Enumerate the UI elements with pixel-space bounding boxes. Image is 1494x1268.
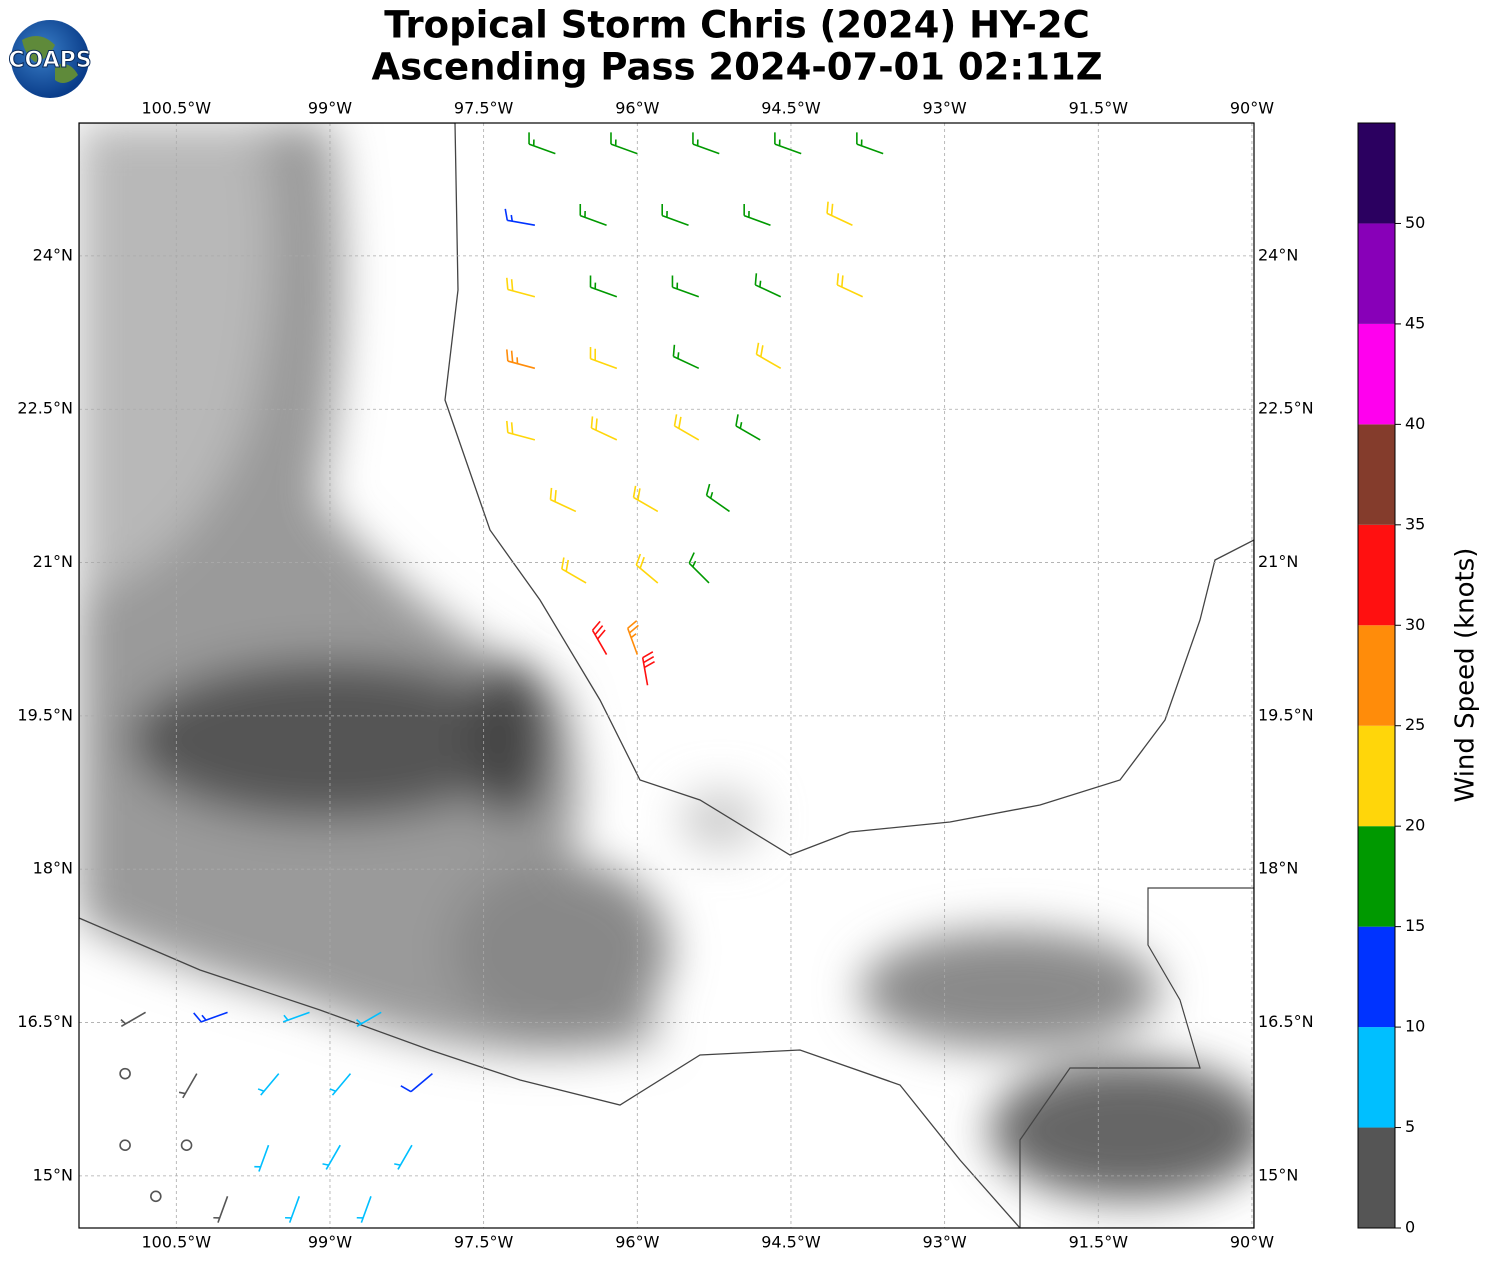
colorbar-tick-label: 35 — [1405, 514, 1425, 533]
x-tick-label: 94.5°W — [761, 99, 821, 118]
y-tick-label: 15°N — [1258, 1165, 1298, 1184]
x-tick-label: 90°W — [1230, 1233, 1274, 1252]
barb-full — [550, 488, 551, 500]
colorbar-segment — [1358, 223, 1395, 323]
y-tick-label: 15°N — [33, 1165, 73, 1184]
barb-full — [507, 421, 508, 433]
logo: COAPS — [8, 20, 91, 98]
barb-full — [507, 349, 508, 361]
colorbar-tick-label: 15 — [1405, 916, 1425, 935]
x-tick-label: 93°W — [923, 1233, 967, 1252]
y-tick-label: 21°N — [33, 552, 73, 571]
colorbar-segment — [1358, 726, 1395, 826]
colorbar-segment — [1358, 1128, 1395, 1228]
colorbar-tick-label: 10 — [1405, 1017, 1425, 1036]
colorbar-tick-label: 20 — [1405, 816, 1425, 835]
y-tick-label: 19.5°N — [17, 705, 73, 724]
title: Tropical Storm Chris (2024) HY-2C — [384, 4, 1090, 47]
barb-full — [507, 278, 508, 290]
x-tick-label: 100.5°W — [142, 1233, 212, 1252]
colorbar-segment — [1358, 1027, 1395, 1127]
x-tick-label: 90°W — [1230, 99, 1274, 118]
x-tick-label: 91.5°W — [1069, 99, 1129, 118]
subtitle: Ascending Pass 2024-07-01 02:11Z — [371, 46, 1102, 89]
barb-full — [837, 273, 838, 285]
y-tick-label: 16.5°N — [17, 1012, 73, 1031]
x-tick-label: 96°W — [615, 99, 659, 118]
barb-full — [842, 275, 843, 287]
colorbar-segment — [1358, 826, 1395, 926]
y-tick-label: 19.5°N — [1258, 705, 1314, 724]
barb-full — [827, 202, 828, 214]
x-tick-label: 91.5°W — [1069, 1233, 1129, 1252]
y-tick-label: 18°N — [1258, 859, 1298, 878]
logo-text: COAPS — [8, 48, 91, 73]
colorbar-segment — [1358, 525, 1395, 625]
y-tick-label: 18°N — [33, 859, 73, 878]
barb-half — [760, 281, 761, 287]
x-tick-label: 97.5°W — [454, 99, 514, 118]
colorbar-tick-label: 5 — [1405, 1117, 1415, 1136]
y-tick-label: 21°N — [1258, 552, 1298, 571]
colorbar-segment — [1358, 625, 1395, 725]
colorbar-segment — [1358, 424, 1395, 524]
colorbar-tick-label: 25 — [1405, 715, 1425, 734]
barb-full — [512, 422, 513, 434]
y-tick-label: 24°N — [1258, 245, 1298, 264]
colorbar-segment — [1358, 324, 1395, 424]
barb-full — [673, 345, 674, 357]
colorbar-segment — [1358, 123, 1395, 223]
colorbar-tick-label: 50 — [1405, 213, 1425, 232]
colorbar-tick-label: 30 — [1405, 615, 1425, 634]
y-tick-label: 22.5°N — [17, 399, 73, 418]
barb-full — [596, 419, 597, 431]
x-tick-label: 96°W — [615, 1233, 659, 1252]
barb-full — [755, 273, 756, 285]
x-tick-label: 97.5°W — [454, 1233, 514, 1252]
x-tick-label: 100.5°W — [142, 99, 212, 118]
y-tick-label: 22.5°N — [1258, 399, 1314, 418]
colorbar-label: Wind Speed (knots) — [1451, 548, 1481, 803]
barb-full — [591, 416, 592, 428]
colorbar-tick-label: 45 — [1405, 313, 1425, 332]
barb-full — [832, 204, 833, 216]
y-tick-label: 16.5°N — [1258, 1012, 1314, 1031]
colorbar-tick-label: 0 — [1405, 1218, 1415, 1237]
x-tick-label: 93°W — [923, 99, 967, 118]
x-tick-label: 94.5°W — [761, 1233, 821, 1252]
x-tick-label: 99°W — [308, 99, 352, 118]
barb-full — [512, 279, 513, 291]
colorbar-tick-label: 40 — [1405, 414, 1425, 433]
x-tick-label: 99°W — [308, 1233, 352, 1252]
barb-half — [511, 215, 512, 221]
barb-half — [678, 352, 679, 358]
barb-full — [512, 351, 513, 363]
y-tick-label: 24°N — [33, 245, 73, 264]
colorbar-segment — [1358, 927, 1395, 1027]
map-area — [79, 123, 1270, 1228]
barb-full — [555, 490, 556, 502]
